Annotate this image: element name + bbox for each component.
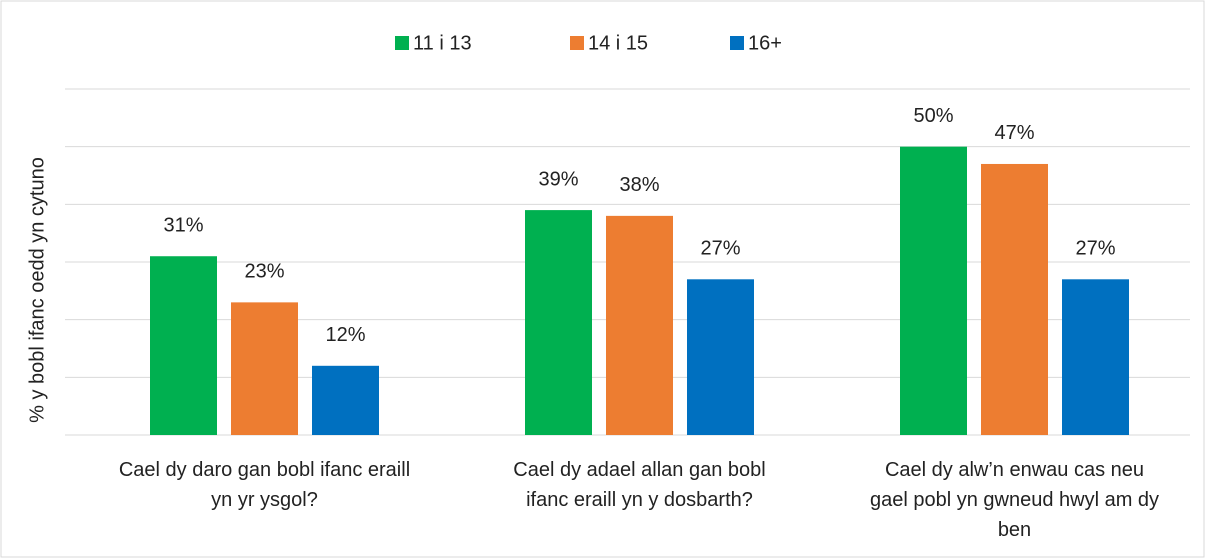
data-label: 12% [325, 324, 365, 346]
bar [606, 215, 673, 435]
data-label: 27% [1075, 238, 1115, 260]
x-tick-label: Cael dy alw’n enwau cas neu gael pobl yn… [869, 459, 1160, 541]
data-label: 23% [244, 261, 284, 283]
x-tick-label: Cael dy adael allan gan bobl ifanc erail… [513, 459, 766, 511]
legend-label: 16+ [748, 32, 782, 54]
bar [231, 302, 298, 435]
data-label: 50% [913, 105, 953, 127]
bar [312, 365, 379, 435]
y-axis-label: % y bobl ifanc oedd yn cytuno [26, 157, 48, 423]
bar [900, 146, 967, 435]
legend-swatch [395, 36, 409, 50]
x-tick-label: Cael dy daro gan bobl ifanc eraill yn yr… [118, 459, 411, 511]
legend-swatch [730, 36, 744, 50]
bar [1062, 279, 1129, 435]
data-label: 47% [994, 122, 1034, 144]
bar [150, 256, 217, 435]
data-label: 38% [619, 174, 659, 196]
data-label: 39% [538, 168, 578, 190]
data-label: 27% [700, 238, 740, 260]
bar [981, 163, 1048, 435]
legend-label: 14 i 15 [588, 32, 648, 54]
bar [687, 279, 754, 435]
legend-swatch [570, 36, 584, 50]
legend-label: 11 i 13 [413, 32, 472, 54]
data-label: 31% [163, 215, 203, 237]
bar [525, 210, 592, 435]
